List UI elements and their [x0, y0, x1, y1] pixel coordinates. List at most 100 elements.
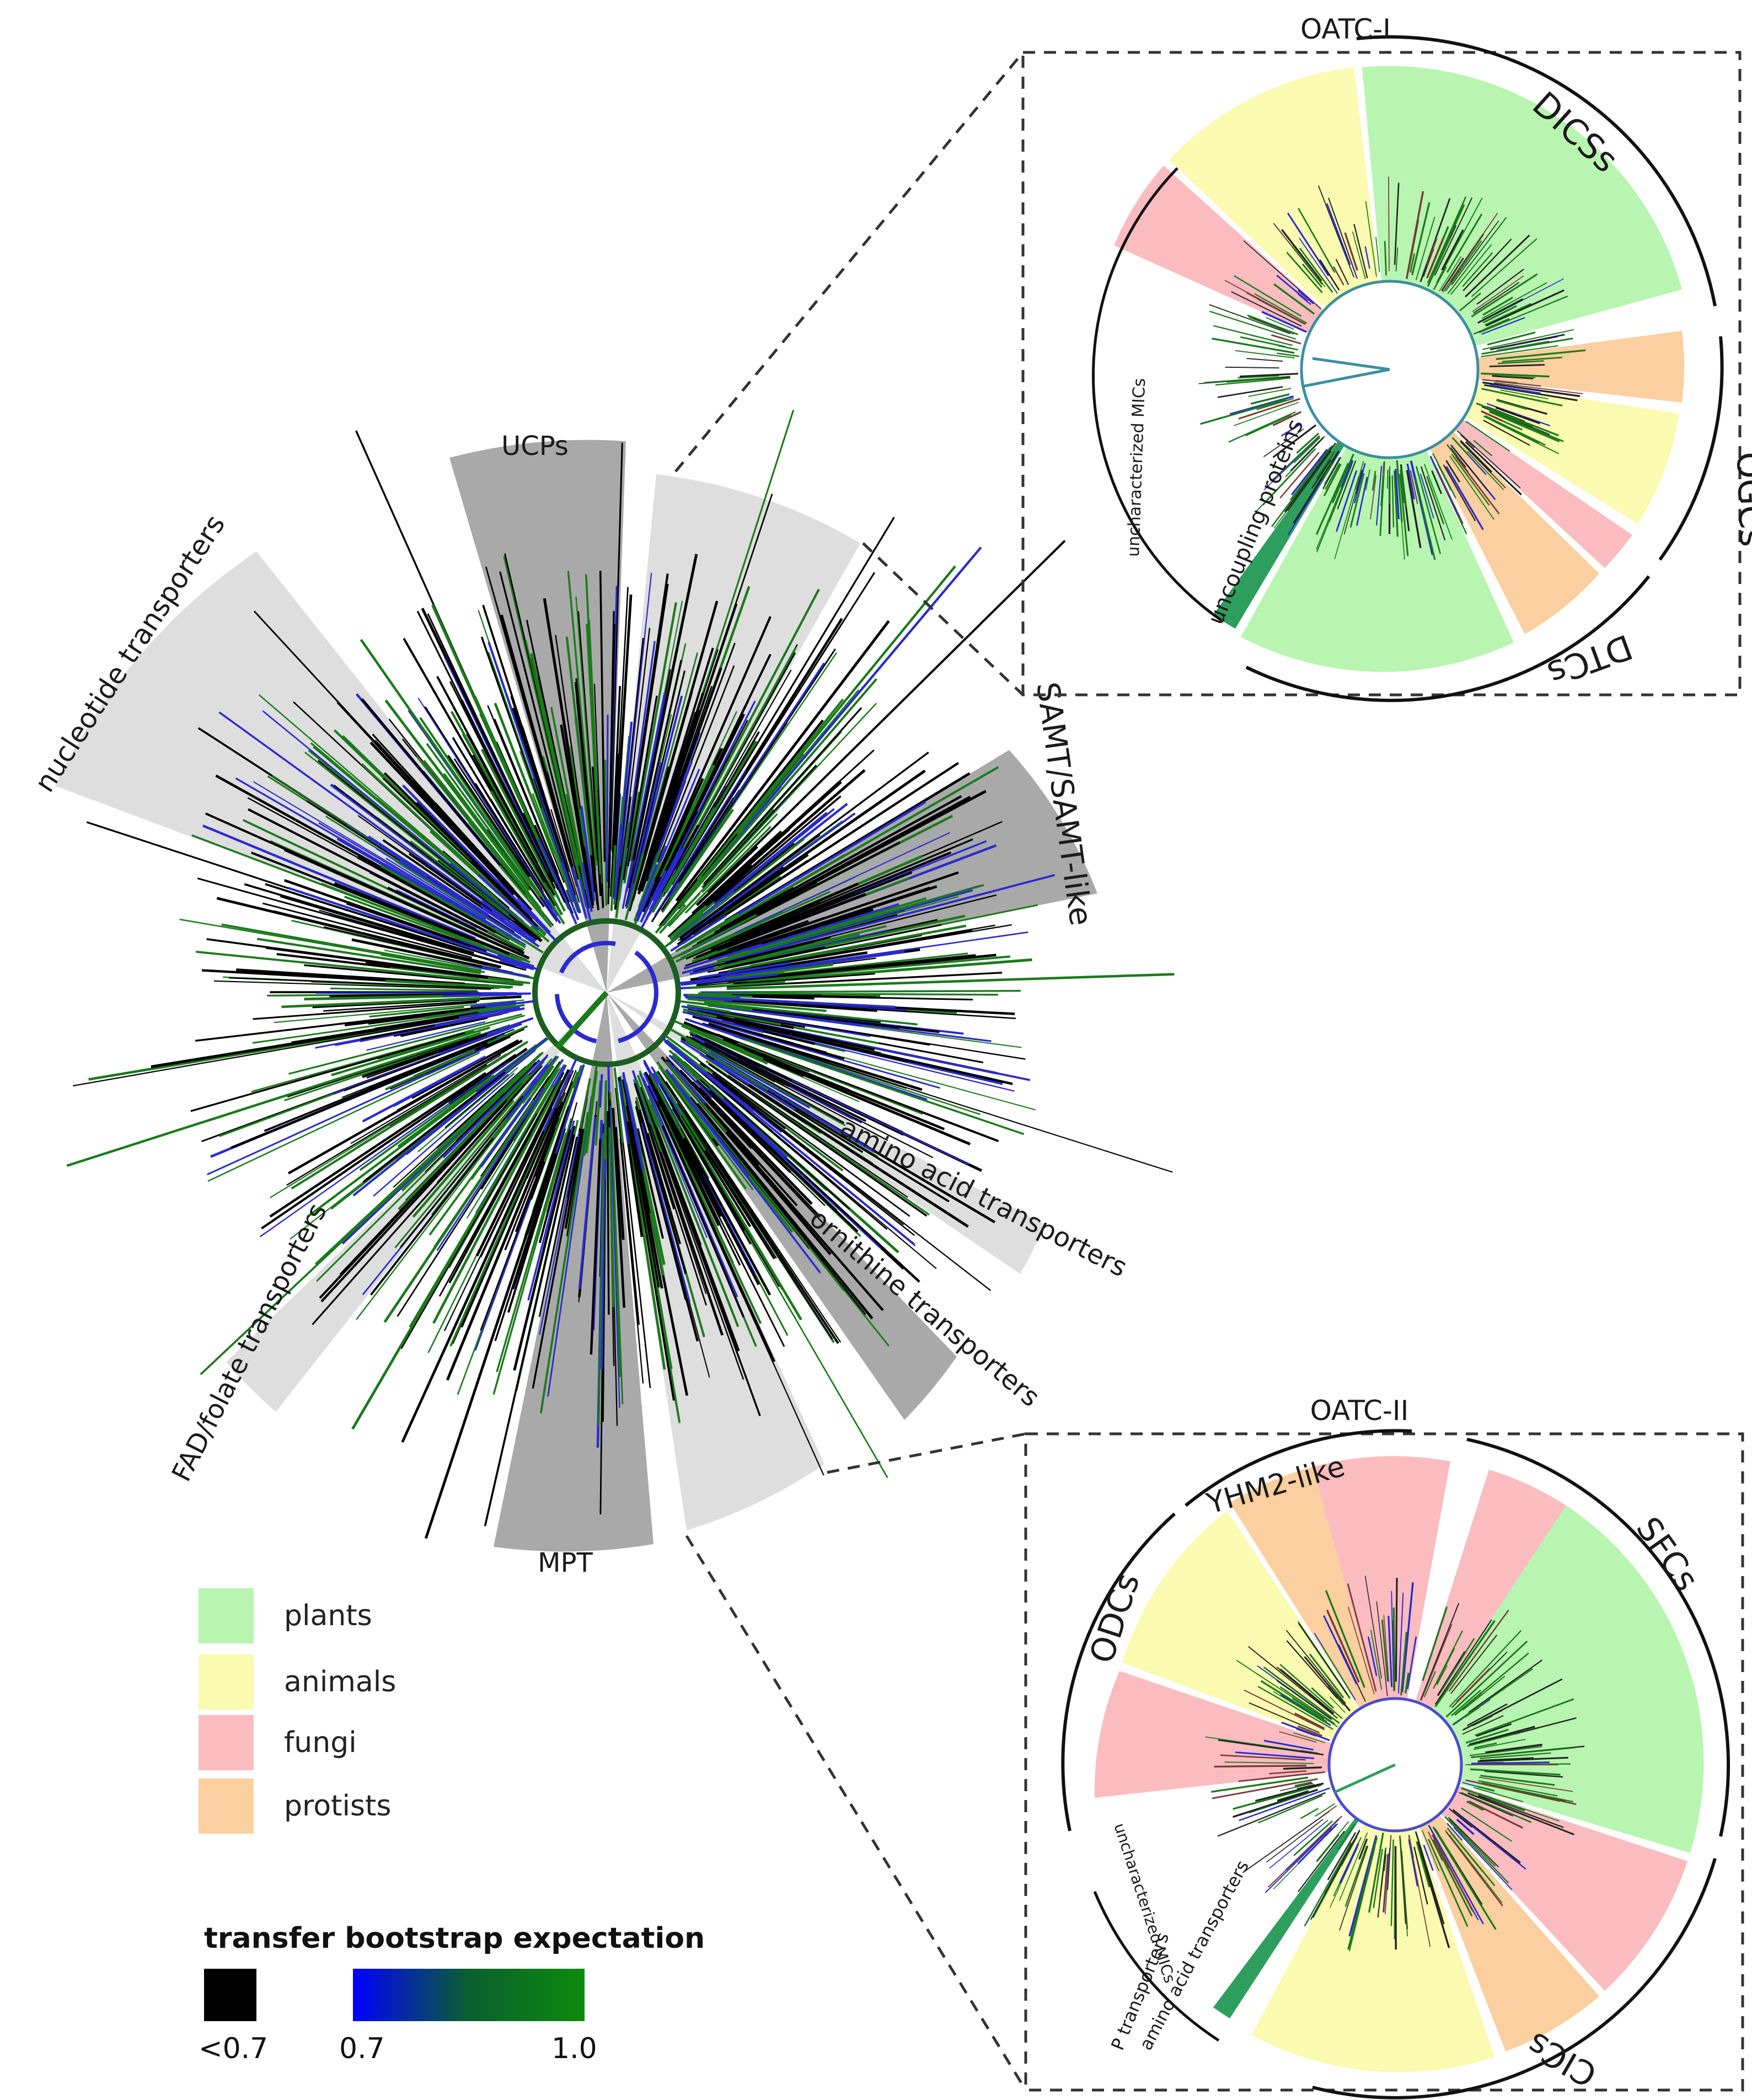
tree-branch — [547, 1096, 593, 1397]
tree-branch — [522, 1069, 577, 1204]
inset-branch — [1273, 223, 1323, 285]
tree-branch — [251, 1015, 526, 1092]
inset-branch — [1461, 1787, 1525, 1812]
arc-cics — [1312, 1858, 1717, 2099]
tree-branch — [489, 798, 556, 907]
inset-branch — [1426, 237, 1445, 278]
inset-branch — [1448, 1609, 1509, 1692]
tree-branch — [635, 1106, 687, 1300]
inset-branch — [1494, 382, 1583, 395]
inset-branch — [1470, 1769, 1530, 1774]
inset-branch — [1481, 1782, 1574, 1803]
inset-branch — [1337, 460, 1357, 510]
inset-branch — [1292, 245, 1326, 287]
tree-branch — [638, 1109, 687, 1274]
tree-branch — [442, 1059, 541, 1159]
tree-branch — [398, 1073, 529, 1210]
tree-internal-branch — [666, 1039, 709, 1073]
inset-branch — [1394, 470, 1399, 537]
inset-branch — [1415, 217, 1435, 281]
tree-branch — [646, 603, 738, 872]
inset-branch — [1364, 246, 1370, 269]
inset-branch — [1266, 317, 1294, 330]
tree-branch — [385, 979, 511, 989]
inset-branch — [1496, 340, 1550, 351]
inset-branch — [1279, 1686, 1336, 1725]
tree-branch — [401, 1113, 538, 1349]
tree-branch — [565, 636, 593, 856]
tbe-low-label: <0.7 — [199, 2032, 269, 2065]
inset-branch — [1426, 238, 1438, 265]
inset-branch — [1293, 1820, 1333, 1856]
inset-branch — [1462, 238, 1512, 291]
tree-branch — [576, 699, 599, 904]
inset-branch — [1358, 1838, 1368, 1860]
inset-branch — [1385, 1847, 1390, 1915]
tree-branch — [714, 1015, 1013, 1085]
tree-branch — [449, 1096, 562, 1347]
tree-branch — [248, 808, 524, 951]
inset-branch — [1460, 1792, 1532, 1823]
inset-branch — [1245, 414, 1292, 437]
inset-branch — [1326, 203, 1351, 265]
tree-branch — [283, 879, 487, 952]
tree-branch — [526, 1070, 574, 1180]
tree-internal-branch — [497, 955, 538, 971]
tree-internal-branch — [688, 994, 737, 998]
inset-branch — [1451, 437, 1468, 455]
tree-branch — [256, 938, 481, 974]
inset-branch — [1464, 450, 1487, 475]
tree-branch — [382, 778, 538, 928]
inset-branch — [1315, 463, 1349, 535]
inset-branch — [1391, 1591, 1394, 1681]
tree-branch — [496, 1132, 567, 1373]
tree-branch — [519, 751, 568, 884]
inset-branch — [1373, 1849, 1384, 1909]
inset-branch — [1482, 329, 1574, 350]
tree-branch — [671, 517, 895, 885]
tree-branch — [365, 962, 511, 982]
tree-branch — [637, 757, 681, 891]
inset-branch — [1481, 282, 1547, 319]
inset-branch — [1471, 1761, 1550, 1765]
swatch-protists — [199, 1778, 254, 1834]
inset-branch — [1263, 1739, 1314, 1751]
inset-branch — [1398, 1593, 1404, 1694]
tree-internal-branch — [681, 973, 779, 986]
tree-branch — [453, 758, 553, 909]
tree-branch — [628, 766, 671, 912]
inset-branch — [1299, 248, 1333, 293]
sector-sfcs-fungi — [1395, 1470, 1566, 1765]
inset-branch — [1377, 1850, 1386, 1918]
tree-branch — [732, 998, 896, 1009]
inset-branch — [1325, 463, 1341, 490]
tree-internal-branch — [682, 914, 727, 945]
tree-branch — [707, 540, 1066, 893]
tree-branch — [729, 1041, 850, 1091]
tree-internal-branch — [670, 914, 757, 961]
legend-label: plants — [284, 1599, 372, 1632]
tree-branch — [253, 781, 512, 937]
tree-branch — [712, 1072, 786, 1130]
tree-branch — [678, 801, 732, 883]
inset-branch — [1332, 453, 1354, 503]
inset-branch — [1495, 406, 1541, 425]
inset-top-frame — [1021, 51, 1742, 697]
tree-branch — [672, 1103, 802, 1321]
inset-branch — [1289, 446, 1331, 500]
tree-branch — [334, 882, 527, 962]
tree-branch — [283, 848, 530, 960]
tree-branch — [202, 824, 476, 940]
sector-dicss-plants — [1362, 66, 1682, 369]
tree-branch — [695, 703, 877, 898]
tree-branch — [642, 1103, 707, 1294]
tree-branch — [714, 790, 987, 937]
tree-branch — [394, 1058, 553, 1249]
tree-branch — [472, 754, 545, 883]
inset-branch — [1411, 202, 1430, 276]
tree-branch — [701, 812, 817, 912]
tree-branch — [431, 604, 559, 885]
tree-branch — [685, 882, 859, 960]
tree-branch — [696, 698, 844, 881]
inset-branch — [1420, 1603, 1460, 1701]
